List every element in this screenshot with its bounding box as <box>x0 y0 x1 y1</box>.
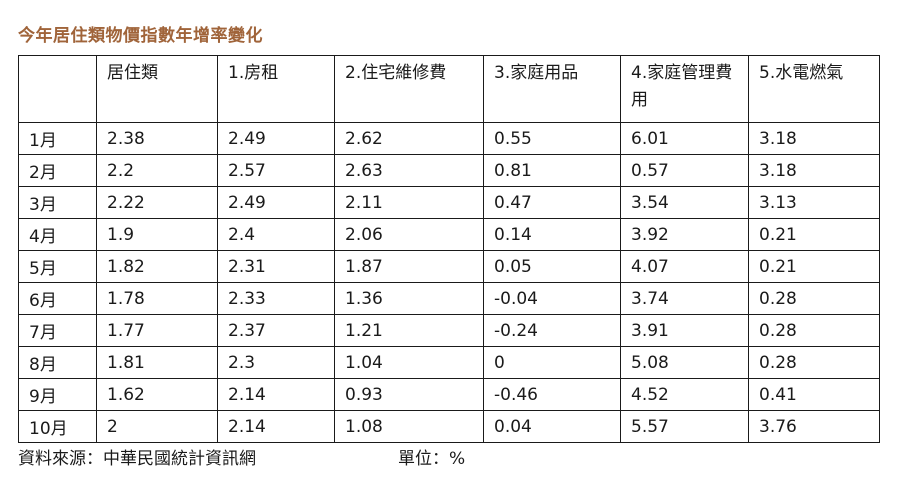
table-header: 居住類 1.房租 2.住宅維修費 3.家庭用品 4.家庭管理費用 5.水電燃氣 <box>18 55 880 123</box>
table-body: 1月 2.38 2.49 2.62 0.55 6.01 3.18 2月 2.2 2.57 2.63 0… <box>18 122 880 443</box>
value-cell: 2.33 <box>217 282 335 315</box>
value-cell: 2.06 <box>334 218 484 251</box>
value-cell: 4.52 <box>620 378 749 411</box>
value-cell: 3.54 <box>620 186 749 219</box>
month-cell: 2月 <box>18 154 97 187</box>
value-cell: 2.37 <box>217 314 335 347</box>
table-row: 9月 1.62 2.14 0.93 -0.46 4.52 0.41 <box>18 378 880 411</box>
source-note: 資料來源：中華民國統計資訊網 <box>18 449 256 469</box>
value-cell: 0.93 <box>334 378 484 411</box>
value-cell: 1.77 <box>96 314 218 347</box>
value-cell: 2.22 <box>96 186 218 219</box>
value-cell: 0.21 <box>748 250 880 283</box>
value-cell: 3.92 <box>620 218 749 251</box>
value-cell: -0.46 <box>483 378 621 411</box>
month-cell: 9月 <box>18 378 97 411</box>
value-cell: 0.28 <box>748 346 880 379</box>
page-title: 今年居住類物價指數年增率變化 <box>18 26 263 46</box>
value-cell: 2.11 <box>334 186 484 219</box>
value-cell: 0 <box>483 346 621 379</box>
header-cell-household-management: 4.家庭管理費用 <box>620 55 749 123</box>
month-cell: 3月 <box>18 186 97 219</box>
value-cell: 0.28 <box>748 314 880 347</box>
value-cell: 0.04 <box>483 410 621 443</box>
value-cell: 6.01 <box>620 122 749 155</box>
table-row: 7月 1.77 2.37 1.21 -0.24 3.91 0.28 <box>18 314 880 347</box>
value-cell: 2.63 <box>334 154 484 187</box>
header-cell-housing: 居住類 <box>96 55 218 123</box>
value-cell: 3.18 <box>748 154 880 187</box>
value-cell: 0.41 <box>748 378 880 411</box>
table-row: 3月 2.22 2.49 2.11 0.47 3.54 3.13 <box>18 186 880 219</box>
header-cell-maintenance: 2.住宅維修費 <box>334 55 484 123</box>
value-cell: 3.91 <box>620 314 749 347</box>
value-cell: 2.49 <box>217 122 335 155</box>
month-cell: 4月 <box>18 218 97 251</box>
unit-note: 單位：% <box>398 449 466 469</box>
value-cell: 5.08 <box>620 346 749 379</box>
value-cell: 2.38 <box>96 122 218 155</box>
value-cell: 3.76 <box>748 410 880 443</box>
value-cell: 2.4 <box>217 218 335 251</box>
table-row: 6月 1.78 2.33 1.36 -0.04 3.74 0.28 <box>18 282 880 315</box>
value-cell: 5.57 <box>620 410 749 443</box>
table-row: 1月 2.38 2.49 2.62 0.55 6.01 3.18 <box>18 122 880 155</box>
value-cell: 2.3 <box>217 346 335 379</box>
value-cell: 2.31 <box>217 250 335 283</box>
month-cell: 1月 <box>18 122 97 155</box>
value-cell: 2.2 <box>96 154 218 187</box>
header-row: 居住類 1.房租 2.住宅維修費 3.家庭用品 4.家庭管理費用 5.水電燃氣 <box>18 55 880 123</box>
price-index-table: 居住類 1.房租 2.住宅維修費 3.家庭用品 4.家庭管理費用 5.水電燃氣 … <box>18 55 880 443</box>
value-cell: 0.55 <box>483 122 621 155</box>
month-cell: 8月 <box>18 346 97 379</box>
value-cell: 2 <box>96 410 218 443</box>
value-cell: 2.62 <box>334 122 484 155</box>
value-cell: 2.14 <box>217 378 335 411</box>
value-cell: 0.47 <box>483 186 621 219</box>
value-cell: 0.81 <box>483 154 621 187</box>
value-cell: 3.13 <box>748 186 880 219</box>
value-cell: 0.14 <box>483 218 621 251</box>
value-cell: 3.74 <box>620 282 749 315</box>
value-cell: -0.24 <box>483 314 621 347</box>
table-row: 4月 1.9 2.4 2.06 0.14 3.92 0.21 <box>18 218 880 251</box>
header-cell-month <box>18 55 97 123</box>
table-row: 2月 2.2 2.57 2.63 0.81 0.57 3.18 <box>18 154 880 187</box>
value-cell: 1.62 <box>96 378 218 411</box>
value-cell: 0.57 <box>620 154 749 187</box>
value-cell: 0.28 <box>748 282 880 315</box>
value-cell: 2.14 <box>217 410 335 443</box>
value-cell: 1.81 <box>96 346 218 379</box>
value-cell: 0.05 <box>483 250 621 283</box>
value-cell: 1.36 <box>334 282 484 315</box>
value-cell: 0.21 <box>748 218 880 251</box>
table-row: 5月 1.82 2.31 1.87 0.05 4.07 0.21 <box>18 250 880 283</box>
month-cell: 6月 <box>18 282 97 315</box>
table-row: 8月 1.81 2.3 1.04 0 5.08 0.28 <box>18 346 880 379</box>
header-cell-household-goods: 3.家庭用品 <box>483 55 621 123</box>
month-cell: 7月 <box>18 314 97 347</box>
value-cell: -0.04 <box>483 282 621 315</box>
value-cell: 1.78 <box>96 282 218 315</box>
value-cell: 1.9 <box>96 218 218 251</box>
value-cell: 1.82 <box>96 250 218 283</box>
month-cell: 10月 <box>18 410 97 443</box>
value-cell: 1.21 <box>334 314 484 347</box>
value-cell: 1.87 <box>334 250 484 283</box>
month-cell: 5月 <box>18 250 97 283</box>
value-cell: 4.07 <box>620 250 749 283</box>
value-cell: 2.49 <box>217 186 335 219</box>
header-cell-utilities: 5.水電燃氣 <box>748 55 880 123</box>
header-cell-rent: 1.房租 <box>217 55 335 123</box>
table-row: 10月 2 2.14 1.08 0.04 5.57 3.76 <box>18 410 880 443</box>
value-cell: 1.08 <box>334 410 484 443</box>
value-cell: 2.57 <box>217 154 335 187</box>
value-cell: 1.04 <box>334 346 484 379</box>
value-cell: 3.18 <box>748 122 880 155</box>
